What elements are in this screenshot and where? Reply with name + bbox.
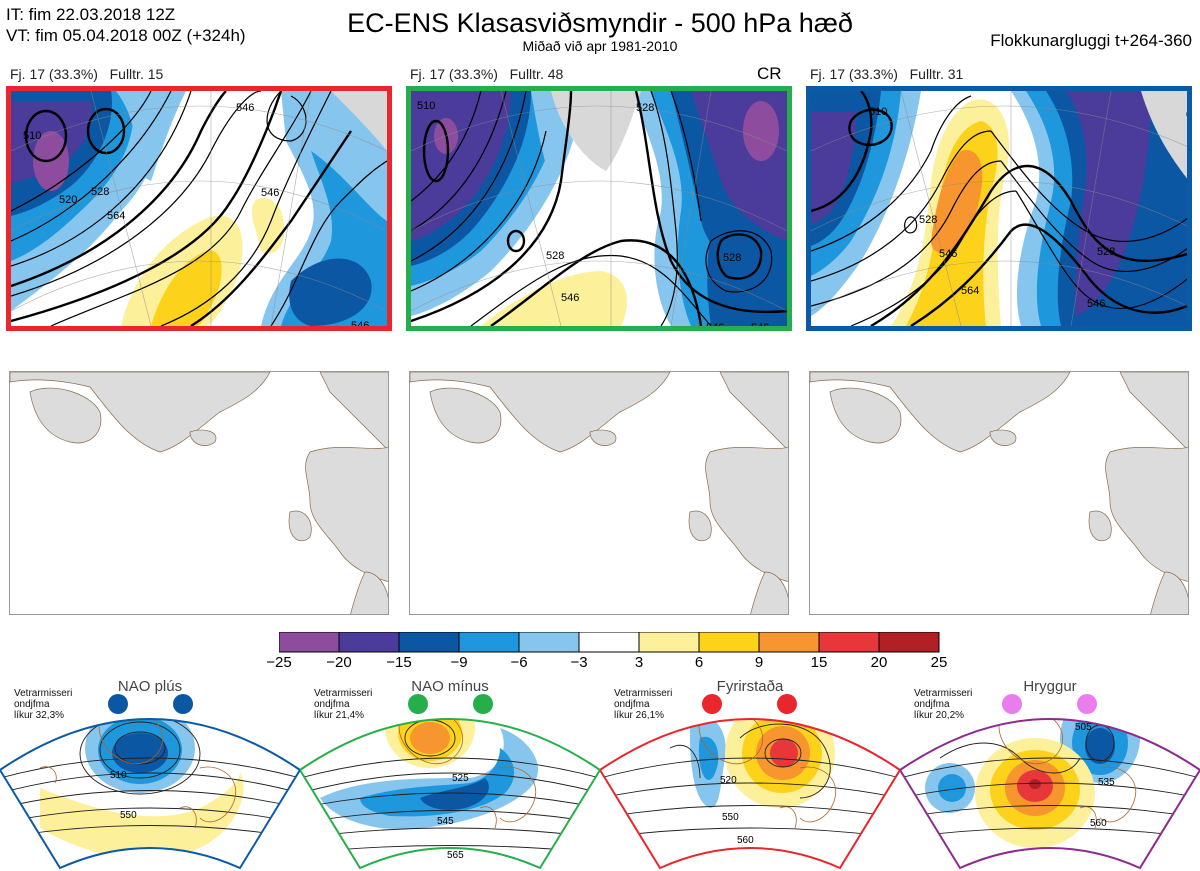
control-run-tag: CR [757, 64, 782, 83]
regime-dot [108, 694, 128, 714]
colorbar-tick: 6 [694, 654, 704, 671]
regime-name: NAO plús [117, 678, 183, 695]
contour-label: 528 [1097, 246, 1115, 258]
cluster-3-map[interactable]: 510 528 546 528 546 564 [806, 86, 1192, 331]
contour-label: 528 [546, 250, 564, 262]
regime-dot [473, 694, 493, 714]
cluster-1-label: Fj. 17 (33.3%) Fulltr. 15 [10, 66, 164, 82]
contour-label: 546 [561, 292, 579, 304]
colorbar-tick: 3 [634, 654, 644, 671]
regime-nao-minus[interactable]: 525 545 565 NAO mínus Vetrarmisseri ondjf… [300, 678, 600, 871]
regime-dot [1077, 694, 1097, 714]
contour-label: 510 [110, 770, 127, 781]
regime-dot [777, 694, 797, 714]
colorbar-tick: 9 [754, 654, 764, 671]
colorbar-tick: −25 [266, 654, 292, 671]
colorbar-tick: 25 [930, 654, 948, 671]
contour-label: 546 [351, 320, 369, 326]
base-map-1[interactable] [9, 371, 389, 615]
cluster-2-label: Fj. 17 (33.3%) Fulltr. 48 [410, 66, 564, 82]
contour-label: 510 [23, 130, 41, 142]
colorbar-tick: −20 [326, 654, 352, 671]
regime-info: Vetrarmisseri ondjfma líkur 26,1% [614, 688, 673, 721]
colorbar-swatch [278, 631, 340, 653]
contour-label: 520 [720, 775, 737, 786]
contour-label: 505 [1075, 722, 1092, 733]
header-info: IT: fim 22.03.2018 12Z VT: fim 05.04.201… [6, 4, 246, 46]
regime-ridge[interactable]: 505 535 560 Hryggur Vetrarmisseri ondjfma… [900, 678, 1200, 871]
colorbar-swatch [458, 631, 520, 653]
regime-dot [1002, 694, 1022, 714]
page-subtitle: Miðað við apr 1981-2010 [522, 38, 678, 54]
contour-label: 560 [1090, 818, 1107, 829]
regime-name: Hryggur [1023, 678, 1077, 695]
contour-label: 550 [120, 810, 137, 821]
contour-label: 525 [452, 773, 469, 784]
colorbar-tick: −6 [510, 654, 528, 671]
contour-label: 528 [723, 252, 741, 264]
contour-label: 510 [869, 106, 887, 118]
colorbar-tick: 20 [870, 654, 888, 671]
contour-label: 535 [1098, 777, 1115, 788]
colorbar-swatch [398, 631, 460, 653]
contour-label: 528 [919, 214, 937, 226]
contour-label: 546 [939, 248, 957, 260]
cluster-1-map[interactable]: 510 520 528 546 564 546 546 [6, 86, 392, 331]
page-title: EC-ENS Klasasviðsmyndir - 500 hPa hæð [347, 8, 853, 38]
contour-label: 546 [1087, 298, 1105, 310]
contour-label: 545 [437, 816, 454, 827]
colorbar-tick: −15 [386, 654, 412, 671]
contour-label: 546 [706, 322, 724, 326]
regime-info: Vetrarmisseri ondjfma líkur 32,3% [14, 688, 73, 721]
regime-dot [702, 694, 722, 714]
init-time: IT: fim 22.03.2018 12Z [6, 5, 176, 24]
colorbar-swatch [758, 631, 820, 653]
regime-dot [173, 694, 193, 714]
anomaly-colorbar [278, 631, 943, 659]
colorbar-tick: −3 [570, 654, 588, 671]
contour-label: 564 [107, 210, 125, 222]
contour-label: 550 [722, 812, 739, 823]
contour-label: 510 [417, 100, 435, 112]
regime-name: Fyrirstaða [716, 678, 784, 695]
valid-time: VT: fim 05.04.2018 00Z (+324h) [6, 26, 246, 45]
contour-label: 520 [59, 194, 77, 206]
cluster-2-map[interactable]: 510 528 546 528 528 546 546 [406, 86, 792, 331]
colorbar-ticks: −25 −20 −15 −9 −6 −3 3 6 9 15 20 25 [250, 654, 970, 674]
colorbar-swatch [338, 631, 400, 653]
colorbar-swatch [518, 631, 580, 653]
contour-label: 546 [261, 187, 279, 199]
cluster-window-label: Flokkunargluggi t+264-360 [990, 31, 1192, 50]
contour-label: 564 [961, 285, 979, 297]
colorbar-swatch [818, 631, 880, 653]
colorbar-tick: 15 [810, 654, 828, 671]
contour-label: 560 [737, 835, 754, 846]
colorbar-swatch [638, 631, 700, 653]
regime-name: NAO mínus [411, 678, 489, 695]
colorbar-swatch [578, 631, 640, 653]
regime-info: Vetrarmisseri ondjfma líkur 20,2% [914, 688, 973, 721]
base-map-2[interactable] [409, 371, 789, 615]
regime-blocking[interactable]: 520 550 560 Fyrirstaða Vetrarmisseri ondj… [600, 678, 900, 871]
cluster-3-label: Fj. 17 (33.3%) Fulltr. 31 [810, 66, 964, 82]
colorbar-swatch [878, 631, 940, 653]
contour-label: 546 [751, 322, 769, 326]
contour-label: 546 [236, 102, 254, 114]
contour-label: 528 [91, 186, 109, 198]
regime-dot [408, 694, 428, 714]
contour-label: 528 [636, 102, 654, 114]
base-map-3[interactable] [809, 371, 1189, 615]
contour-label: 565 [447, 850, 464, 861]
colorbar-swatch [698, 631, 760, 653]
regime-nao-plus[interactable]: 510 550 NAO plús Vetrarmisseri ondjfma lík… [0, 678, 300, 871]
colorbar-tick: −9 [450, 654, 468, 671]
regime-info: Vetrarmisseri ondjfma líkur 21,4% [314, 688, 373, 721]
